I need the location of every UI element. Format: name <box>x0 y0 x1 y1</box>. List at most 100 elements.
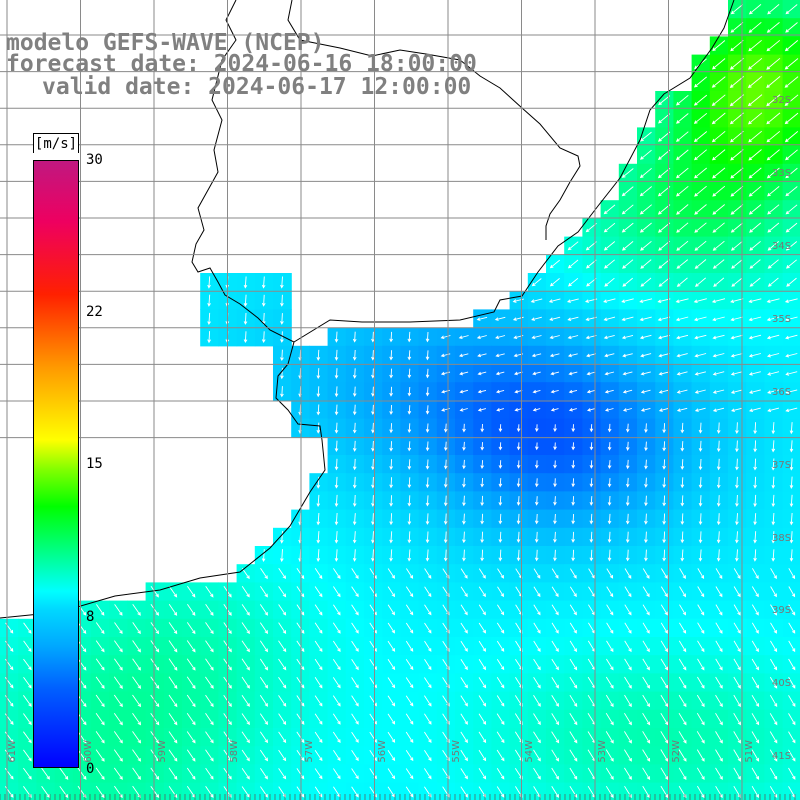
wind-arrow <box>766 57 781 70</box>
wind-arrow <box>460 604 468 616</box>
wind-arrow <box>533 568 541 579</box>
wind-arrow <box>661 568 668 579</box>
wind-arrow <box>477 371 487 376</box>
wind-arrow <box>696 731 705 744</box>
wind-arrow <box>551 786 560 798</box>
wind-arrow <box>443 459 448 470</box>
wind-arrow <box>296 568 305 580</box>
wind-arrow <box>316 512 321 526</box>
wind-arrow <box>749 240 761 251</box>
wind-arrow <box>494 316 506 321</box>
wind-arrow <box>639 167 652 179</box>
wind-cell <box>709 782 729 800</box>
wind-arrow <box>788 586 796 598</box>
wind-arrow <box>747 76 763 88</box>
wind-arrow <box>639 204 652 215</box>
wind-arrow <box>748 353 762 358</box>
wind-arrow <box>733 604 741 616</box>
wind-arrow <box>784 298 798 304</box>
wind-arrow <box>625 441 630 451</box>
wind-arrow <box>261 294 266 307</box>
wind-arrow <box>534 549 539 562</box>
wind-arrow <box>606 586 614 598</box>
wind-arrow <box>569 658 578 671</box>
wind-arrow <box>314 695 323 707</box>
wind-arrow <box>751 749 760 762</box>
wind-arrow <box>387 640 396 652</box>
wind-arrow <box>696 694 705 708</box>
wind-arrow <box>676 240 689 251</box>
wind-arrow <box>789 531 794 544</box>
wind-arrow <box>389 350 393 361</box>
wind-arrow <box>785 22 798 33</box>
wind-arrow <box>680 531 685 544</box>
wind-arrow <box>662 477 666 489</box>
wind-arrow <box>186 731 196 744</box>
wind-arrow <box>680 477 685 489</box>
wind-arrow <box>351 713 359 725</box>
wind-arrow <box>314 604 323 616</box>
wind-cell <box>455 782 474 800</box>
wind-arrow <box>550 389 559 394</box>
wind-arrow <box>77 640 87 653</box>
lon-label: 54W <box>524 740 535 763</box>
wind-arrow <box>786 277 797 287</box>
wind-arrow <box>150 604 160 616</box>
wind-arrow <box>531 278 542 287</box>
wind-arrow <box>95 712 105 726</box>
wind-arrow <box>639 334 652 340</box>
wind-arrow <box>296 731 305 744</box>
wind-arrow <box>551 713 559 726</box>
wind-arrow <box>730 334 743 340</box>
wind-arrow <box>788 640 796 653</box>
wind-arrow <box>733 731 741 744</box>
wind-arrow <box>569 586 577 598</box>
wind-arrow <box>259 658 269 671</box>
wind-arrow <box>751 731 760 744</box>
wind-arrow <box>407 405 412 415</box>
wind-arrow <box>114 622 123 635</box>
wind-arrow <box>371 350 375 361</box>
wind-arrow <box>715 712 723 726</box>
wind-arrow <box>712 40 726 52</box>
wind-arrow <box>424 586 432 598</box>
wind-arrow <box>771 549 776 562</box>
wind-arrow <box>715 731 723 744</box>
wind-arrow <box>186 658 196 671</box>
wind-arrow <box>678 749 687 762</box>
wind-arrow <box>748 371 761 376</box>
wind-cell <box>691 782 711 800</box>
wind-cell <box>782 600 800 620</box>
wind-arrow <box>676 222 689 233</box>
wind-cell <box>18 782 37 800</box>
wind-arrow <box>604 353 615 358</box>
wind-arrow <box>314 586 323 598</box>
wind-arrow <box>789 494 794 508</box>
wind-arrow <box>459 408 468 412</box>
wind-arrow <box>186 622 196 635</box>
wind-arrow <box>168 731 178 744</box>
wind-arrow <box>748 39 762 52</box>
wind-arrow <box>567 316 579 322</box>
wind-arrow <box>567 335 579 340</box>
wind-arrow <box>644 513 648 525</box>
lon-label: 58W <box>229 740 240 763</box>
wind-arrow <box>278 695 287 707</box>
wind-arrow <box>352 386 357 397</box>
lat-label: 33S <box>772 168 792 179</box>
wind-arrow <box>261 276 266 289</box>
wind-arrow <box>168 622 178 635</box>
wind-arrow <box>150 749 160 762</box>
wind-arrow <box>186 767 196 780</box>
wind-cell <box>746 782 765 800</box>
wind-arrow <box>698 477 703 489</box>
wind-arrow <box>694 259 707 269</box>
wind-arrow <box>351 640 359 652</box>
wind-arrow <box>769 713 778 726</box>
wind-cell <box>782 637 800 656</box>
wind-cell <box>564 782 583 800</box>
wind-arrow <box>296 786 305 798</box>
wind-arrow <box>567 277 579 287</box>
wind-cell <box>509 782 529 800</box>
wind-arrow <box>658 95 671 106</box>
